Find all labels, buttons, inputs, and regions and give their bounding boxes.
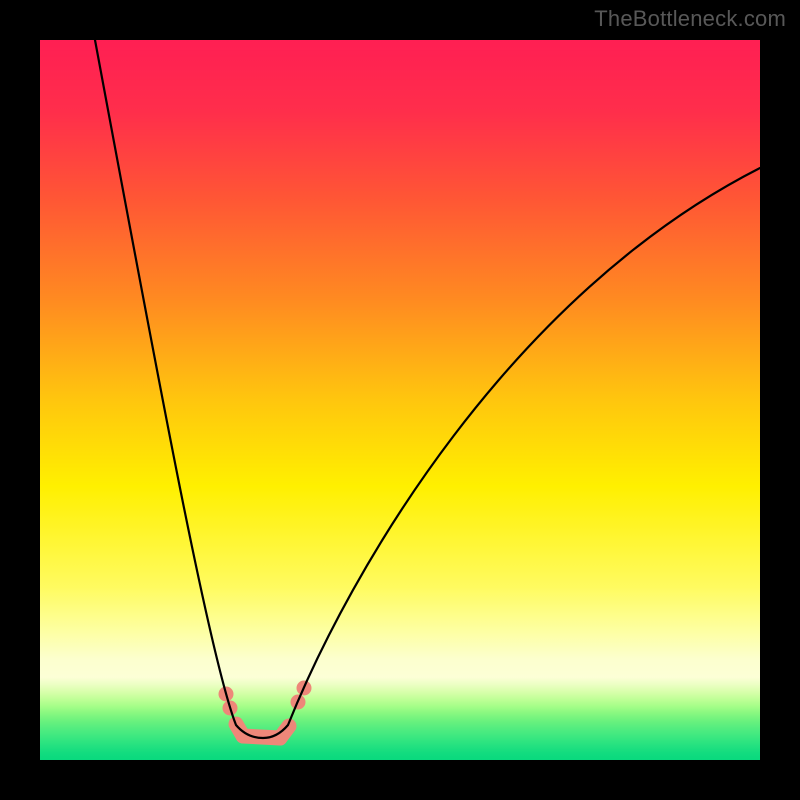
watermark-label: TheBottleneck.com	[594, 6, 786, 32]
bottleneck-chart	[0, 0, 800, 800]
gradient-background	[40, 40, 760, 760]
chart-frame: TheBottleneck.com	[0, 0, 800, 800]
